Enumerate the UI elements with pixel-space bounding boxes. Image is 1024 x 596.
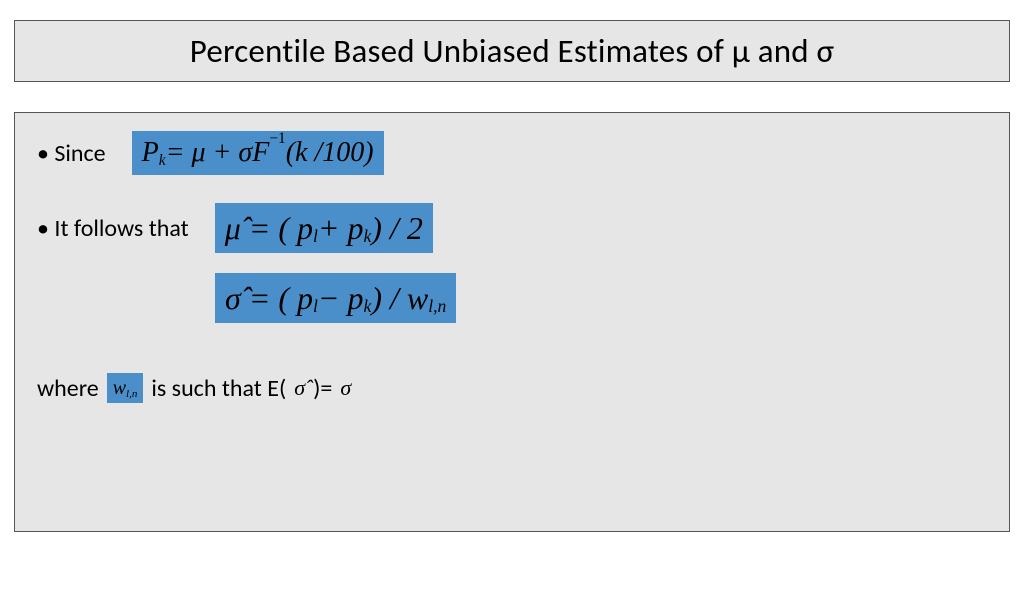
row-follows: It follows that μ̂ = ( pl + pk ) / 2 [37, 203, 987, 253]
pk-eq: = μ + σF [166, 137, 270, 169]
formula-sigmahat: σ̂ = ( pl − pk ) / wl,n [215, 273, 456, 323]
muhat-k: k [363, 226, 371, 247]
pk-sup: −1 [269, 130, 285, 148]
bullet-since: Since [37, 139, 106, 168]
sigma-inline: σ [340, 375, 351, 401]
sigmahat-k: k [364, 296, 372, 317]
bullet-follows: It follows that [37, 214, 189, 243]
sigmahat-minus: − p [318, 280, 364, 317]
where-tail-mid: )= [313, 374, 332, 403]
pk-sub: k [159, 152, 166, 170]
pk-tail: (k /100) [286, 137, 374, 169]
title-bar: Percentile Based Unbiased Estimates of μ… [14, 20, 1010, 82]
muhat-plus: + p [318, 210, 364, 247]
formula-pk: Pk = μ + σF−1(k /100) [132, 131, 384, 175]
muhat-head: μ̂ = ( p [225, 210, 313, 247]
formula-wln: wl,n [107, 373, 144, 403]
formula-muhat: μ̂ = ( pl + pk ) / 2 [215, 203, 433, 253]
pk-P: P [142, 137, 159, 169]
wln-sub: l,n [126, 388, 137, 400]
sigmahat-tail: ) / w [371, 280, 428, 317]
row-since: Since Pk = μ + σF−1(k /100) [37, 131, 987, 175]
content-box: Since Pk = μ + σF−1(k /100) It follows t… [14, 112, 1010, 532]
sigmahat-inline: σ̂ [294, 375, 305, 401]
muhat-l: l [313, 226, 318, 247]
wln-w: w [113, 377, 126, 400]
sigmahat-l: l [313, 296, 318, 317]
sigmahat-head: σ̂ = ( p [225, 280, 313, 317]
row-where: where wl,n is such that E( σ̂ )= σ [37, 373, 987, 403]
where-label: where [37, 374, 99, 403]
sigmahat-sub: l,n [428, 296, 446, 317]
slide-title: Percentile Based Unbiased Estimates of μ… [190, 31, 834, 71]
row-sigmahat: σ̂ = ( pl − pk ) / wl,n [215, 273, 987, 323]
muhat-tail: ) / 2 [371, 210, 423, 247]
where-tail-pre: is such that E( [151, 374, 286, 403]
